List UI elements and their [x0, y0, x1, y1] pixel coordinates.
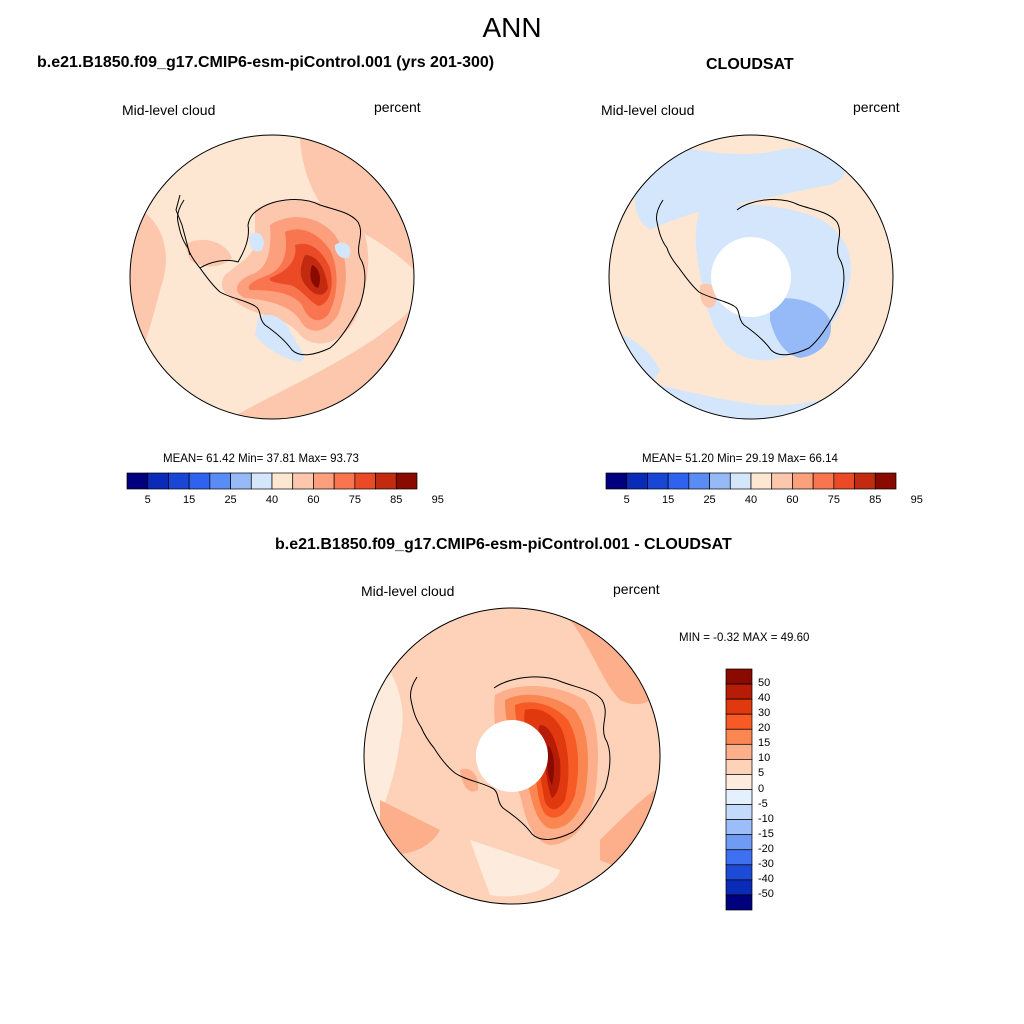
colorbar-swatch [729, 472, 752, 490]
colorbar-swatch [725, 683, 753, 700]
colorbar-swatch [313, 472, 335, 490]
map-2-outline [608, 134, 894, 420]
map-difference [363, 607, 661, 905]
colorbar-tick-label: -20 [758, 842, 774, 855]
colorbar-tick-label: -40 [758, 872, 774, 885]
panel-3-units-label: percent [613, 581, 660, 597]
colorbar-tick-label: -15 [758, 827, 774, 840]
panel-1-units-label: percent [374, 99, 421, 115]
panel-1-stats: MEAN= 61.42 Min= 37.81 Max= 93.73 [163, 453, 359, 465]
colorbar-tick-label: -30 [758, 857, 774, 870]
colorbar-tick-label: 60 [786, 494, 799, 506]
colorbar-tick-label: 0 [758, 782, 765, 795]
colorbar-swatch [725, 713, 753, 730]
colorbar-swatch [126, 472, 149, 490]
colorbar-tick-label: 40 [265, 494, 279, 506]
colorbar-swatch [725, 804, 753, 820]
map-1-outline [129, 134, 415, 420]
map-cloudsat [608, 134, 894, 420]
colorbar-swatch [188, 472, 211, 490]
colorbar-swatch [725, 668, 753, 685]
colorbar-swatch [626, 472, 648, 490]
colorbar-tick-label: -10 [758, 812, 774, 825]
colorbar-tick-label: 20 [758, 722, 771, 735]
colorbar-swatch [168, 472, 190, 490]
colorbar-swatch [375, 472, 397, 490]
colorbar-swatch [230, 472, 252, 490]
panel-2-units-label: percent [853, 99, 900, 115]
panel-3-variable-label: Mid-level cloud [361, 583, 455, 599]
colorbar-tick-label: 5 [144, 494, 151, 506]
colorbar-swatch [725, 789, 753, 805]
colorbar-swatch [725, 728, 753, 745]
colorbar-tick-label: 75 [827, 494, 840, 506]
colorbar-swatch [725, 819, 753, 836]
colorbar-swatch [771, 472, 793, 490]
colorbar-swatch [147, 472, 169, 490]
panel-3-stats: MIN = -0.32 MAX = 49.60 [679, 632, 810, 644]
colorbar-swatch [333, 472, 356, 490]
colorbar-tick-label: -50 [758, 887, 774, 900]
colorbar-tick-label: -5 [758, 797, 768, 810]
colorbar-swatch [725, 879, 753, 896]
figure-title: ANN [482, 12, 542, 43]
colorbar-swatch [725, 849, 753, 866]
colorbar-tick-label: 95 [431, 494, 444, 506]
map-3-outline [363, 607, 661, 905]
colorbar-swatch [209, 472, 231, 490]
colorbar-swatch [874, 472, 897, 490]
colorbar-model [126, 472, 418, 490]
colorbar-swatch [725, 774, 753, 790]
colorbar-swatch [605, 472, 628, 490]
colorbar-swatch [725, 743, 753, 760]
colorbar-tick-label: 30 [758, 707, 771, 720]
colorbar-swatch [725, 698, 753, 715]
colorbar-swatch [725, 759, 753, 775]
colorbar-tick-label: 40 [744, 494, 758, 506]
colorbar-swatch [395, 472, 418, 490]
colorbar-swatch [725, 834, 753, 851]
colorbar-tick-label: 85 [869, 494, 882, 506]
colorbar-tick-label: 5 [758, 767, 765, 780]
colorbar-swatch [792, 472, 814, 490]
colorbar-swatch [647, 472, 669, 490]
colorbar-tick-label: 75 [348, 494, 361, 506]
colorbar-tick-label: 15 [183, 494, 196, 506]
colorbar-tick-label: 15 [662, 494, 675, 506]
colorbar-tick-label: 5 [623, 494, 630, 506]
colorbar-tick-label: 40 [758, 692, 771, 705]
colorbar-swatch [709, 472, 731, 490]
colorbar-swatch [750, 472, 773, 490]
colorbar-tick-label: 50 [758, 677, 771, 690]
colorbar-tick-label: 15 [758, 737, 771, 750]
colorbar-swatch [833, 472, 855, 490]
colorbar-tick-label: 25 [703, 494, 716, 506]
colorbar-swatch [292, 472, 314, 490]
colorbar-swatch [725, 864, 753, 881]
panel-2-variable-label: Mid-level cloud [601, 102, 695, 118]
panel-1-title: b.e21.B1850.f09_g17.CMIP6-esm-piControl.… [37, 54, 495, 71]
panel-1-variable-label: Mid-level cloud [122, 102, 216, 118]
colorbar-tick-label: 95 [910, 494, 923, 506]
colorbar-tick-label: 85 [390, 494, 403, 506]
colorbar-difference [725, 668, 753, 911]
colorbar-swatch [250, 472, 273, 490]
colorbar-swatch [667, 472, 690, 490]
panel-2-stats: MEAN= 51.20 Min= 29.19 Max= 66.14 [642, 453, 838, 465]
colorbar-swatch [725, 894, 753, 911]
colorbar-tick-label: 10 [758, 752, 771, 765]
panel-3-title: b.e21.B1850.f09_g17.CMIP6-esm-piControl.… [275, 536, 732, 553]
colorbar-tick-label: 25 [224, 494, 237, 506]
colorbar-swatch [688, 472, 710, 490]
colorbar-swatch [354, 472, 376, 490]
panel-2-title: CLOUDSAT [706, 56, 794, 73]
colorbar-tick-label: 60 [307, 494, 320, 506]
colorbar-swatch [854, 472, 876, 490]
colorbar-swatch [812, 472, 835, 490]
colorbar-cloudsat [605, 472, 897, 490]
colorbar-swatch [271, 472, 294, 490]
map-model [129, 134, 415, 420]
